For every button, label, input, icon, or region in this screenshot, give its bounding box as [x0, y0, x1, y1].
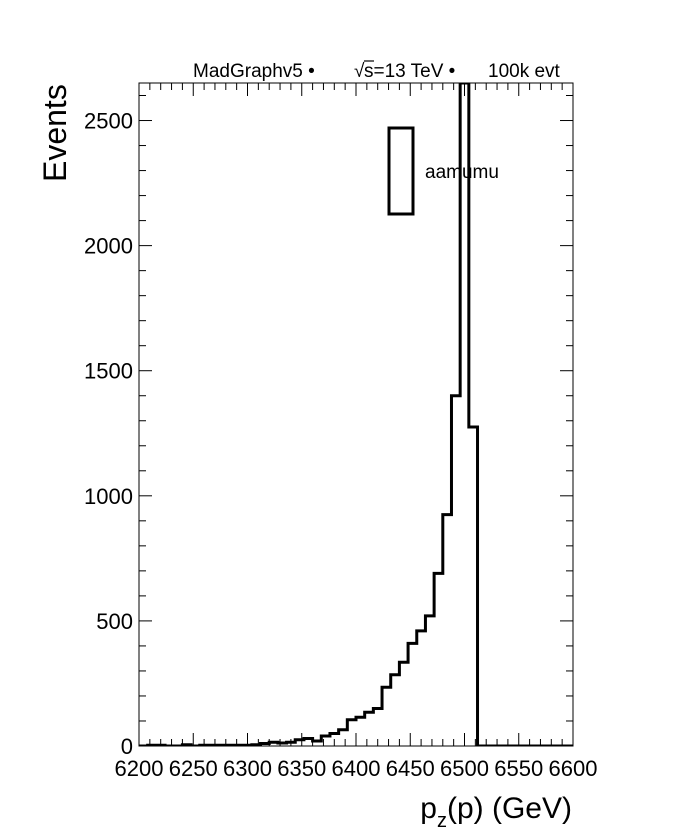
- plot-frame: [138, 82, 574, 747]
- y-tick-label: 2500: [84, 109, 133, 134]
- legend-label-aamumu: aamumu: [425, 162, 499, 183]
- y-tick-label: 0: [121, 734, 133, 759]
- x-tick-label: 6450: [386, 756, 435, 781]
- title-energy: s=13 TeV •: [364, 61, 455, 82]
- y-tick-label: 1000: [84, 484, 133, 509]
- x-tick-label: 6400: [332, 756, 381, 781]
- x-tick-label: 6200: [115, 756, 164, 781]
- legend-swatch: [387, 126, 415, 216]
- x-tick-label: 6500: [440, 756, 489, 781]
- y-axis-label: Events: [37, 84, 73, 182]
- axis-ticks: 0 500 1000 1500 2000 2500 6200 6250 6300 6350 6400…: [84, 83, 597, 781]
- x-axis-label: pz(p) (GeV): [420, 792, 572, 832]
- title-events: 100k evt: [488, 61, 561, 82]
- title-generator: MadGraphv5 •: [193, 61, 315, 82]
- legend: aamumu: [387, 126, 499, 216]
- chart-title: MadGraphv5 • √ s=13 TeV • 100k evt: [193, 60, 561, 82]
- x-tick-label: 6600: [549, 756, 598, 781]
- x-tick-label: 6350: [277, 756, 326, 781]
- x-axis-label-rest: (p) (GeV): [447, 792, 572, 825]
- x-tick-label: 6550: [494, 756, 543, 781]
- x-axis-label-main: p: [420, 792, 437, 825]
- y-tick-label: 2000: [84, 234, 133, 259]
- x-tick-label: 6250: [169, 756, 218, 781]
- x-tick-label: 6300: [223, 756, 272, 781]
- title-sqrt-symbol: √: [354, 61, 365, 82]
- y-tick-label: 500: [96, 609, 133, 634]
- x-axis-label-subscript: z: [437, 810, 447, 832]
- y-tick-label: 1500: [84, 359, 133, 384]
- histogram-layer: [139, 83, 573, 746]
- histogram-series-aamumu: [139, 83, 573, 746]
